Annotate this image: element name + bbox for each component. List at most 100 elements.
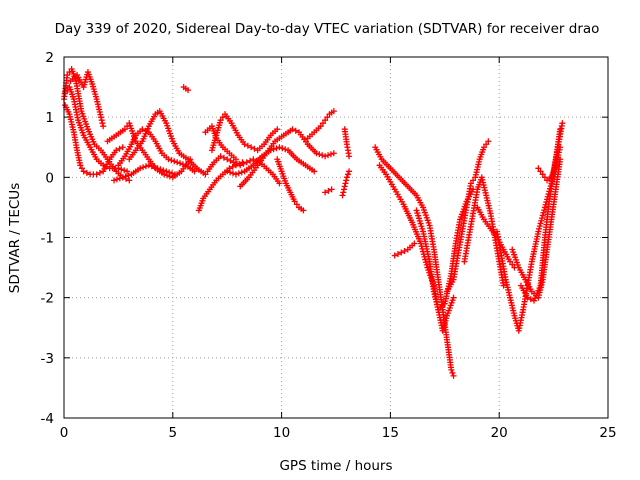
data-point xyxy=(233,160,240,167)
data-point xyxy=(539,171,546,178)
chart-title: Day 339 of 2020, Sidereal Day-to-day VTE… xyxy=(55,21,600,37)
series-track-21 xyxy=(372,144,457,379)
data-point xyxy=(450,372,457,379)
data-point xyxy=(509,261,516,268)
data-point xyxy=(483,141,490,148)
data-point xyxy=(330,108,337,115)
data-point xyxy=(151,164,158,171)
data-point xyxy=(344,171,351,178)
series-track-3 xyxy=(62,102,126,178)
data-point xyxy=(536,223,543,230)
data-point xyxy=(247,157,254,164)
data-point xyxy=(448,366,455,373)
data-point xyxy=(485,138,492,145)
series-track-8 xyxy=(111,162,178,184)
y-tick-label: -2 xyxy=(41,291,54,307)
y-tick-label: 2 xyxy=(45,50,54,66)
data-point xyxy=(118,166,125,173)
data-point xyxy=(237,162,244,169)
data-point xyxy=(539,212,546,219)
data-point xyxy=(557,144,564,151)
series-track-12 xyxy=(208,111,281,154)
x-tick-label: 5 xyxy=(169,425,178,441)
data-point xyxy=(96,169,103,176)
series-track-13 xyxy=(202,123,239,163)
data-point xyxy=(317,123,324,130)
data-point xyxy=(537,168,544,175)
series-track-14 xyxy=(237,126,337,190)
data-point xyxy=(343,177,350,184)
data-point xyxy=(411,240,418,247)
data-point xyxy=(346,153,353,160)
data-point xyxy=(322,117,329,124)
data-point xyxy=(322,189,329,196)
data-point xyxy=(217,117,224,124)
series-track-16 xyxy=(274,156,307,214)
data-point xyxy=(232,156,239,163)
data-point xyxy=(276,180,283,187)
data-point xyxy=(395,251,402,258)
data-point xyxy=(113,147,120,154)
y-tick-label: 0 xyxy=(45,170,54,186)
data-point xyxy=(160,167,167,174)
data-point xyxy=(83,169,90,176)
data-point xyxy=(163,168,170,175)
data-layer xyxy=(61,66,566,379)
data-point xyxy=(122,173,129,180)
x-tick-label: 0 xyxy=(60,425,69,441)
data-point xyxy=(116,145,123,152)
data-point xyxy=(121,167,128,174)
data-point xyxy=(319,120,326,127)
data-point xyxy=(250,156,257,163)
data-point xyxy=(116,175,123,182)
series-track-1 xyxy=(61,66,133,184)
x-tick-label: 20 xyxy=(491,425,508,441)
data-point xyxy=(140,164,147,171)
data-point xyxy=(174,159,181,166)
data-point xyxy=(230,170,237,177)
data-point xyxy=(148,163,155,170)
data-point xyxy=(273,145,280,152)
data-point xyxy=(339,192,346,199)
data-point xyxy=(327,151,334,158)
series-track-6 xyxy=(126,108,209,178)
data-point xyxy=(97,114,104,121)
data-point xyxy=(540,209,547,216)
data-point xyxy=(401,248,408,255)
data-point xyxy=(535,165,542,172)
data-point xyxy=(226,165,233,172)
data-point xyxy=(251,145,258,152)
data-point xyxy=(541,174,548,181)
data-point xyxy=(340,186,347,193)
data-point xyxy=(422,259,429,266)
x-tick-label: 15 xyxy=(382,425,399,441)
data-point xyxy=(232,171,239,178)
data-point xyxy=(179,161,186,168)
data-point xyxy=(248,144,255,151)
data-point xyxy=(166,169,173,176)
data-point xyxy=(391,252,398,259)
data-point xyxy=(227,169,234,176)
y-tick-label: -1 xyxy=(41,231,54,247)
data-point xyxy=(142,127,149,134)
data-point xyxy=(279,145,286,152)
data-point xyxy=(191,168,198,175)
data-point xyxy=(398,249,405,256)
data-point xyxy=(185,87,192,94)
data-point xyxy=(559,120,566,127)
data-point xyxy=(538,217,545,224)
series-track-30 xyxy=(517,126,564,304)
data-point xyxy=(100,123,107,130)
series-track-17 xyxy=(304,108,337,142)
series-track-10 xyxy=(195,159,246,214)
data-point xyxy=(507,258,514,265)
data-point xyxy=(340,189,347,196)
data-point xyxy=(235,170,242,177)
data-point xyxy=(557,126,564,133)
data-point xyxy=(139,126,146,133)
data-point xyxy=(450,294,457,301)
data-point xyxy=(467,180,474,187)
series-track-9 xyxy=(180,84,192,94)
data-point xyxy=(291,198,298,205)
x-tick-label: 10 xyxy=(273,425,290,441)
